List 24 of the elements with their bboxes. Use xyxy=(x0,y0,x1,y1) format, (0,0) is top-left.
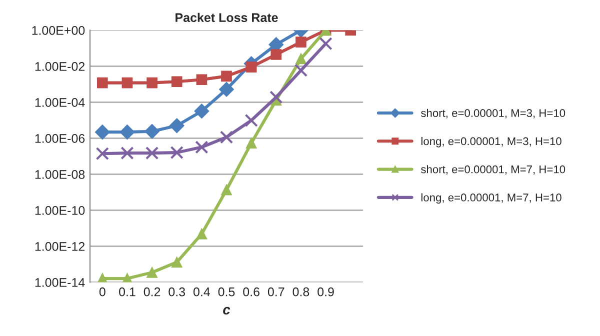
x-tick-label: 0 xyxy=(99,287,106,296)
x-tick-label: 0.6 xyxy=(243,287,260,296)
y-tick-label: 1.00E-04 xyxy=(35,98,85,107)
x-tick-label: 0.8 xyxy=(292,287,310,296)
y-tick-label: 1.00E+00 xyxy=(32,26,85,35)
legend-label: long, e=0.00001, M=3, H=10 xyxy=(421,136,562,148)
y-tick-label: 1.00E-10 xyxy=(35,206,85,215)
legend-label: short, e=0.00001, M=3, H=10 xyxy=(420,108,566,118)
y-tick-label: 1.00E-06 xyxy=(35,134,85,143)
y-tick-label: 1.00E-12 xyxy=(35,242,85,251)
y-tick-label: 1.00E-08 xyxy=(35,170,85,179)
x-axis-title: c xyxy=(223,306,230,315)
x-tick-label: 0.7 xyxy=(268,287,284,296)
x-tick-label: 0.2 xyxy=(144,287,160,296)
legend-label: short, e=0.00001, M=7, H=10 xyxy=(420,165,566,175)
x-tick-label: 0.5 xyxy=(218,287,235,296)
y-tick-label: 1.00E-02 xyxy=(35,62,85,71)
x-tick-label: 0.9 xyxy=(318,287,334,296)
x-tick-label: 0.1 xyxy=(119,287,136,296)
legend-label: long, e=0.00001, M=7, H=10 xyxy=(421,193,562,204)
chart-title: Packet Loss Rate xyxy=(176,12,278,22)
x-tick-label: 0.3 xyxy=(168,287,186,296)
y-tick-label: 1.00E-14 xyxy=(35,278,85,287)
x-tick-label: 0.4 xyxy=(193,287,210,296)
